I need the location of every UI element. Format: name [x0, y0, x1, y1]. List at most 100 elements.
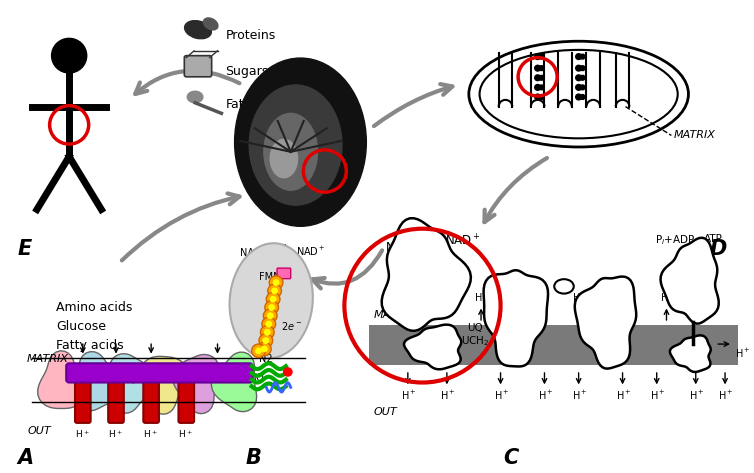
Circle shape — [269, 276, 283, 289]
Text: H$^+$: H$^+$ — [606, 290, 621, 304]
Polygon shape — [75, 351, 121, 411]
Polygon shape — [483, 270, 548, 367]
Circle shape — [270, 296, 277, 303]
Text: MATRIX: MATRIX — [673, 130, 716, 140]
Circle shape — [266, 292, 280, 306]
Circle shape — [258, 342, 271, 356]
Text: C: C — [503, 448, 519, 468]
Ellipse shape — [264, 114, 317, 190]
Text: OUT: OUT — [27, 426, 51, 436]
Polygon shape — [211, 352, 256, 412]
Text: H$^+$: H$^+$ — [75, 429, 90, 440]
Circle shape — [580, 54, 585, 59]
Circle shape — [252, 344, 265, 358]
Circle shape — [535, 75, 541, 81]
Text: NADH: NADH — [385, 241, 420, 254]
Text: B: B — [246, 448, 262, 468]
Text: H$^+$: H$^+$ — [735, 347, 750, 360]
Text: H$^+$: H$^+$ — [572, 389, 587, 403]
Circle shape — [539, 66, 544, 70]
Polygon shape — [404, 324, 461, 369]
Text: H$^+$: H$^+$ — [513, 290, 529, 304]
Text: HL: HL — [110, 370, 122, 379]
Text: H$^+$: H$^+$ — [538, 389, 553, 403]
Text: H$^+$: H$^+$ — [719, 389, 734, 403]
Text: c: c — [561, 281, 567, 291]
FancyBboxPatch shape — [179, 371, 194, 423]
Text: MATRIX: MATRIX — [374, 310, 415, 320]
FancyBboxPatch shape — [108, 371, 124, 423]
Circle shape — [255, 348, 262, 354]
Text: ATP: ATP — [703, 234, 722, 244]
Polygon shape — [140, 356, 188, 414]
Text: Fat: Fat — [225, 98, 244, 111]
Text: H$^+$: H$^+$ — [694, 290, 710, 304]
Circle shape — [535, 65, 541, 71]
Ellipse shape — [250, 85, 342, 205]
Circle shape — [283, 367, 293, 377]
Circle shape — [265, 301, 278, 314]
FancyBboxPatch shape — [369, 325, 737, 365]
Circle shape — [260, 325, 274, 339]
FancyBboxPatch shape — [184, 56, 212, 77]
Ellipse shape — [270, 139, 298, 178]
Ellipse shape — [234, 58, 366, 226]
Circle shape — [539, 75, 544, 80]
Text: Sugars: Sugars — [225, 64, 268, 78]
Text: UQ: UQ — [467, 323, 483, 333]
Circle shape — [271, 288, 278, 294]
Text: N2: N2 — [259, 354, 272, 364]
Text: D: D — [710, 239, 727, 259]
Text: I: I — [420, 313, 425, 327]
Text: H$^+$: H$^+$ — [494, 389, 510, 403]
Polygon shape — [575, 277, 636, 368]
Circle shape — [262, 337, 269, 344]
Text: E: E — [17, 239, 32, 259]
Text: H$^+$: H$^+$ — [650, 389, 666, 403]
Circle shape — [580, 95, 585, 99]
Ellipse shape — [187, 91, 203, 103]
Text: FMN: FMN — [259, 272, 281, 282]
Circle shape — [268, 304, 275, 311]
Text: HL: HL — [146, 370, 157, 379]
Circle shape — [539, 85, 544, 90]
Polygon shape — [173, 354, 219, 414]
Text: UQ: UQ — [249, 373, 263, 383]
Polygon shape — [382, 218, 471, 331]
FancyBboxPatch shape — [75, 371, 90, 423]
Polygon shape — [661, 238, 719, 324]
Text: NAD$^+$: NAD$^+$ — [445, 234, 480, 249]
Circle shape — [539, 54, 544, 59]
Ellipse shape — [185, 21, 211, 39]
Circle shape — [576, 94, 581, 100]
Ellipse shape — [204, 18, 218, 30]
Circle shape — [267, 312, 274, 319]
Polygon shape — [670, 335, 711, 372]
Text: P$_i$+ADP: P$_i$+ADP — [654, 234, 695, 247]
Circle shape — [259, 334, 273, 347]
Text: NADH: NADH — [240, 248, 269, 258]
Text: III: III — [507, 308, 523, 322]
Text: Fatty acids: Fatty acids — [57, 339, 124, 352]
Circle shape — [535, 54, 541, 60]
Text: IV: IV — [600, 313, 616, 327]
Circle shape — [580, 66, 585, 70]
Text: H$^+$: H$^+$ — [440, 389, 455, 403]
Text: Amino acids: Amino acids — [57, 301, 133, 314]
Circle shape — [261, 345, 268, 352]
FancyBboxPatch shape — [277, 268, 291, 279]
Circle shape — [580, 75, 585, 80]
Circle shape — [576, 54, 581, 60]
Text: MATRIX: MATRIX — [27, 354, 69, 364]
Text: H$^+$: H$^+$ — [616, 389, 631, 403]
Text: NAD$^+$: NAD$^+$ — [296, 245, 325, 258]
Circle shape — [265, 321, 272, 327]
Text: V: V — [688, 274, 698, 289]
Circle shape — [580, 85, 585, 90]
FancyBboxPatch shape — [66, 363, 253, 383]
Circle shape — [273, 279, 280, 286]
Circle shape — [535, 94, 541, 100]
Text: H$^+$: H$^+$ — [572, 290, 587, 304]
Text: OUT: OUT — [374, 407, 397, 417]
Circle shape — [576, 85, 581, 90]
